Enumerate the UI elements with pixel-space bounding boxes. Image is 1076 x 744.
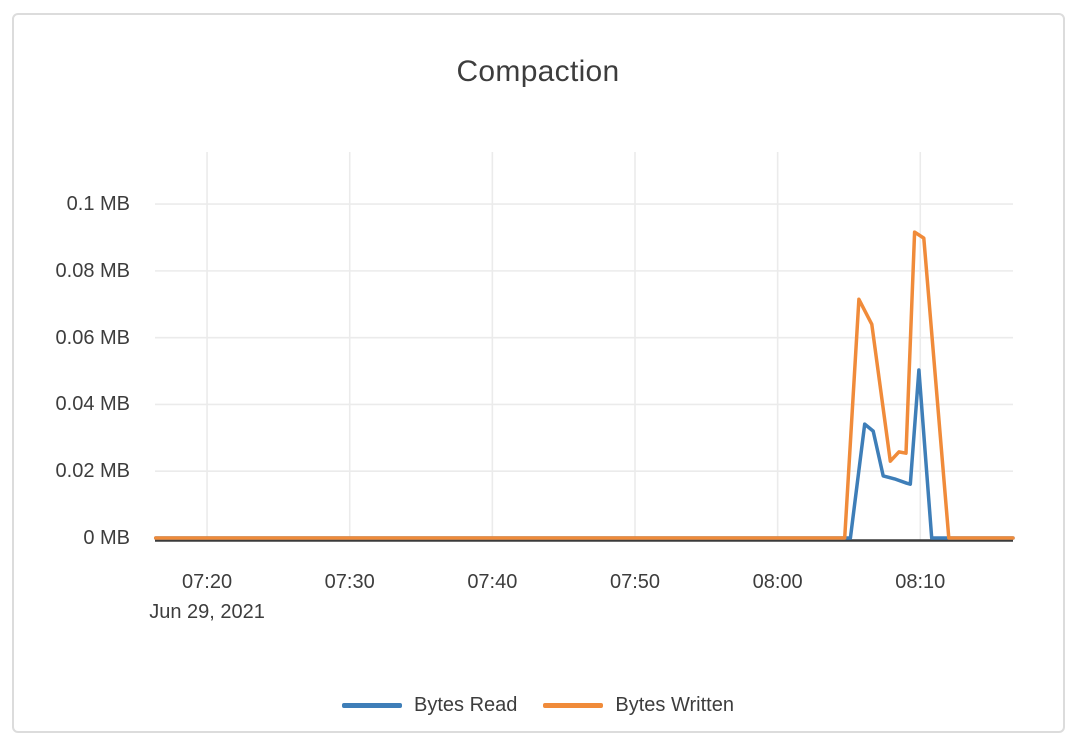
series-line-bytes-read — [153, 368, 1015, 540]
legend: Bytes Read Bytes Written — [0, 693, 1076, 717]
y-tick-label: 0.06 MB — [55, 326, 130, 349]
legend-item-bytes-written[interactable]: Bytes Written — [543, 693, 734, 717]
x-tick-label: 08:10 — [895, 571, 946, 593]
legend-label: Bytes Read — [414, 694, 518, 716]
x-axis-date-label: Jun 29, 2021 — [149, 601, 265, 623]
y-tick-label: 0 MB — [83, 527, 130, 549]
bytes-written-line-swatch-icon — [543, 702, 604, 708]
y-tick-label: 0.1 MB — [66, 193, 130, 216]
chart-title: Compaction — [456, 55, 620, 88]
x-tick-label: 07:50 — [609, 571, 661, 593]
y-tick-label: 0.02 MB — [55, 460, 130, 483]
x-tick-label: 07:20 — [182, 571, 233, 593]
x-tick-label: 07:40 — [467, 571, 518, 593]
chart-card — [12, 13, 1065, 733]
y-tick-label: 0.04 MB — [55, 393, 130, 416]
legend-item-bytes-read[interactable]: Bytes Read — [342, 693, 517, 717]
x-tick-label: 07:30 — [324, 571, 375, 593]
bytes-read-line-swatch-icon — [342, 702, 403, 708]
legend-label: Bytes Written — [615, 694, 734, 716]
series-line-bytes-written — [153, 230, 1015, 540]
x-tick-label: 08:00 — [752, 571, 803, 593]
y-tick-label: 0.08 MB — [55, 259, 130, 282]
